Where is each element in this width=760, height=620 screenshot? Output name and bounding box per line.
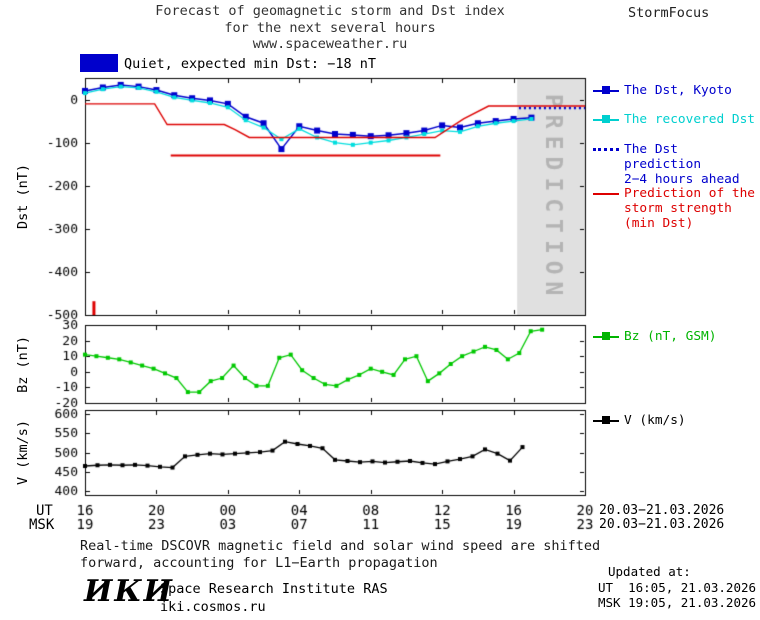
legend-item-bz: Bz (nT, GSM) — [593, 329, 716, 344]
updated-at-ut: UT 16:05, 21.03.2026 — [598, 579, 757, 595]
v-axis-label-text: V (km/s) — [15, 419, 31, 486]
bz-axis-label: Bz (nT) — [12, 325, 34, 403]
v-marker-icon — [593, 413, 619, 428]
forecast-plots-canvas — [0, 0, 760, 535]
legend-square-marker — [602, 416, 610, 424]
updated-at-label: Updated at: — [608, 564, 691, 579]
msk-date-range: 20.03−21.03.2026 — [599, 517, 725, 532]
updated-at-block: Updated at: UT 16:05, 21.03.2026 MSK 19:… — [598, 564, 756, 611]
quiet-status-box — [80, 54, 118, 72]
legend-label-storm-strength: Prediction of the storm strength (min Ds… — [624, 186, 755, 231]
legend-item-recovered-dst: The recovered Dst — [593, 112, 755, 127]
footnote: Real-time DSCOVR magnetic field and sola… — [80, 538, 600, 572]
legend-label-dst-prediction: The Dst prediction 2−4 hours ahead — [624, 142, 740, 187]
institute-name: Space Research Institute RAS — [160, 581, 388, 597]
brand-stormfocus: StormFocus — [628, 5, 710, 21]
legend-item-dst-kyoto: The Dst, Kyoto — [593, 83, 732, 98]
footnote-line-1: Real-time DSCOVR magnetic field and sola… — [80, 538, 601, 554]
legend-item-storm-strength: Prediction of the storm strength (min Ds… — [593, 186, 755, 231]
ut-row-label: UT — [36, 503, 53, 519]
title-line-2: for the next several hours — [224, 19, 436, 36]
title-line-3-url: www.spaceweather.ru — [252, 36, 408, 52]
legend-item-v: V (km/s) — [593, 413, 686, 428]
recovered-dst-marker-icon — [593, 112, 619, 127]
msk-row-label: MSK — [29, 517, 55, 533]
legend-label-dst-kyoto: The Dst, Kyoto — [624, 83, 732, 98]
ut-date-range: 20.03−21.03.2026 — [599, 503, 725, 518]
legend-item-dst-prediction: The Dst prediction 2−4 hours ahead — [593, 142, 760, 187]
quiet-status-label: Quiet, expected min Dst: −18 nT — [124, 56, 376, 72]
bz-axis-label-text: Bz (nT) — [15, 335, 31, 393]
legend-label-v: V (km/s) — [624, 413, 686, 428]
institute-website-link[interactable]: iki.cosmos.ru — [160, 599, 266, 615]
v-axis-label: V (km/s) — [12, 410, 34, 495]
dst-axis-label-text: Dst (nT) — [15, 163, 31, 230]
legend-label-recovered-dst: The recovered Dst — [624, 112, 755, 127]
legend-label-bz: Bz (nT, GSM) — [624, 329, 717, 344]
dst-kyoto-marker-icon — [593, 83, 619, 98]
updated-at-msk: MSK 19:05, 21.03.2026 — [598, 595, 757, 610]
iki-logo: ИКИ — [84, 574, 174, 609]
footnote-line-2: forward, accounting for L1−Earth propaga… — [80, 555, 438, 571]
red-line-marker-icon — [593, 186, 619, 201]
legend-square-marker — [602, 86, 610, 94]
legend-square-marker — [602, 115, 610, 123]
legend-square-marker — [602, 332, 610, 340]
legend-line — [593, 193, 619, 195]
dst-axis-label: Dst (nT) — [12, 78, 34, 315]
dotted-line-marker-icon — [593, 148, 619, 151]
page-title: Forecast of geomagnetic storm and Dst in… — [80, 3, 580, 53]
bz-marker-icon — [593, 329, 619, 344]
title-line-1: Forecast of geomagnetic storm and Dst in… — [155, 3, 505, 19]
